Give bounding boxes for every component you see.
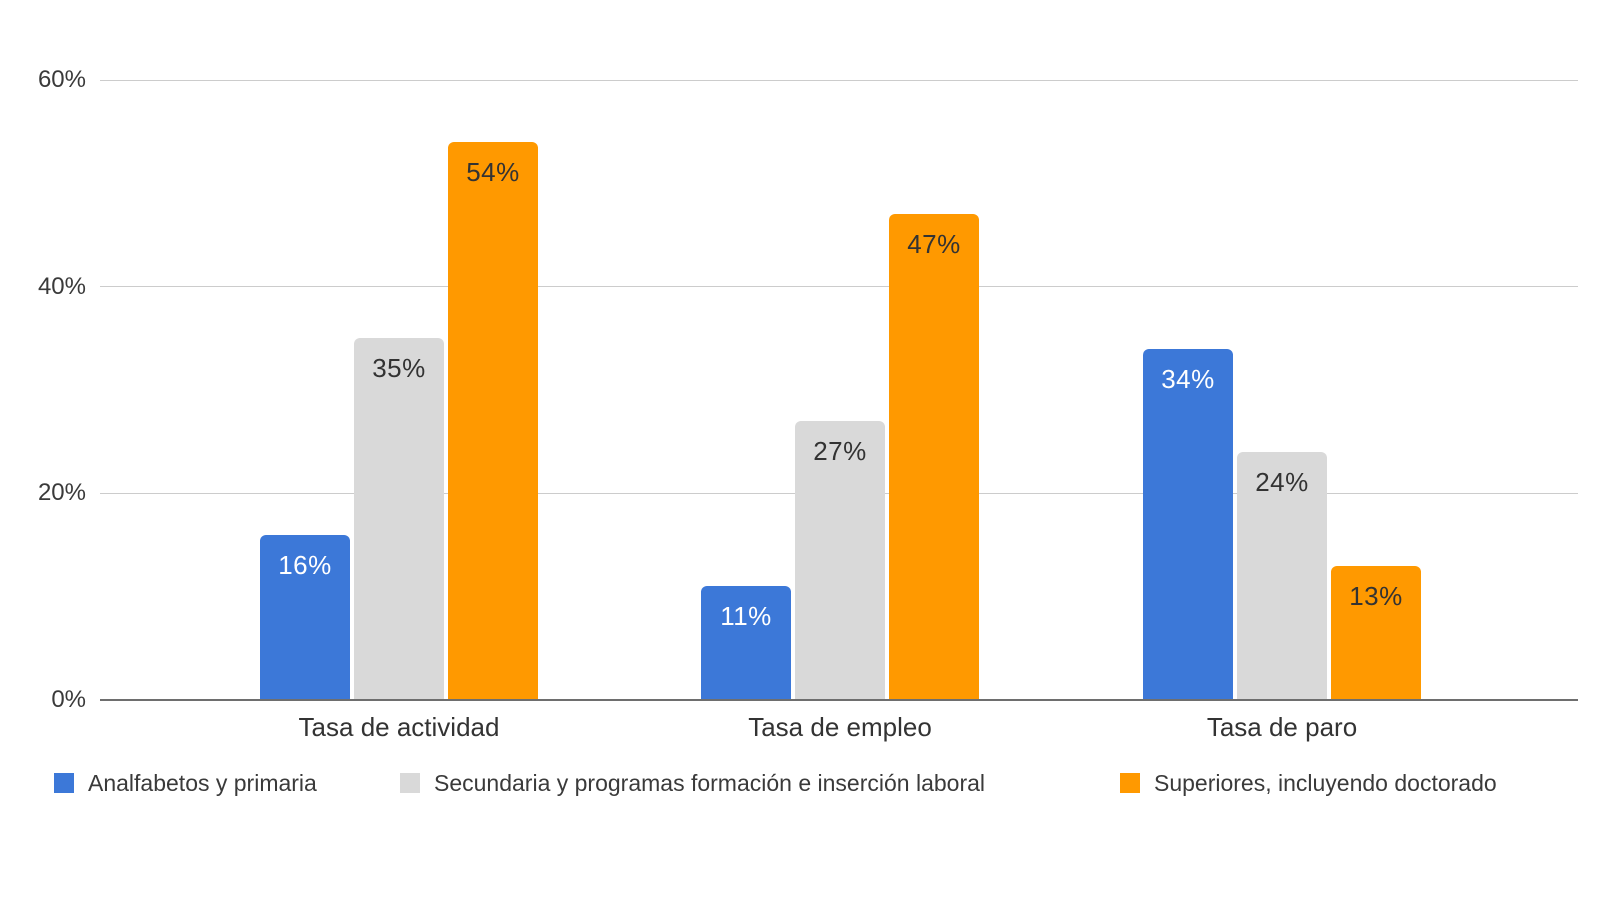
- gridline: [100, 286, 1578, 288]
- legend-label: Secundaria y programas formación e inser…: [434, 769, 986, 796]
- bar-value-label: 27%: [813, 436, 867, 466]
- legend-swatch-icon: [1120, 773, 1140, 793]
- legend-item: Analfabetos y primaria: [54, 769, 317, 796]
- legend-label: Superiores, incluyendo doctorado: [1154, 769, 1497, 796]
- legend-swatch-icon: [400, 773, 420, 793]
- y-axis-tick-label: 0%: [51, 686, 86, 713]
- bar: [260, 534, 350, 700]
- x-axis-category-label: Tasa de actividad: [298, 712, 500, 742]
- bar: [1331, 565, 1421, 700]
- bar-value-label: 35%: [372, 353, 426, 384]
- y-axis-tick-label: 20%: [37, 479, 86, 507]
- bar-value-label: 54%: [466, 157, 520, 187]
- bar-value-label: 24%: [1255, 467, 1309, 497]
- bar: [354, 338, 444, 700]
- bar: [1143, 348, 1233, 700]
- legend-label: Analfabetos y primaria: [88, 769, 317, 796]
- bar: [448, 142, 538, 700]
- bar: [701, 586, 791, 700]
- bar-value-label: 13%: [1349, 580, 1403, 611]
- legend-swatch-icon: [54, 773, 74, 793]
- legend-item: Superiores, incluyendo doctorado: [1120, 769, 1497, 796]
- gridline: [100, 79, 1578, 81]
- x-axis-category-label: Tasa de paro: [1206, 712, 1358, 742]
- y-axis-tick-label: 40%: [37, 272, 86, 300]
- y-axis-tick-label: 60%: [37, 66, 86, 93]
- bar-value-label: 16%: [278, 549, 332, 580]
- x-axis-category-label: Tasa de empleo: [748, 712, 932, 742]
- bar: [795, 421, 885, 700]
- bar-value-label: 34%: [1161, 363, 1215, 394]
- legend-item: Secundaria y programas formación e inser…: [400, 769, 986, 796]
- x-axis-line: [100, 699, 1578, 701]
- bar-value-label: 47%: [907, 229, 961, 260]
- bar: [889, 214, 979, 700]
- bar-value-label: 11%: [720, 601, 772, 632]
- bar: [1237, 452, 1327, 700]
